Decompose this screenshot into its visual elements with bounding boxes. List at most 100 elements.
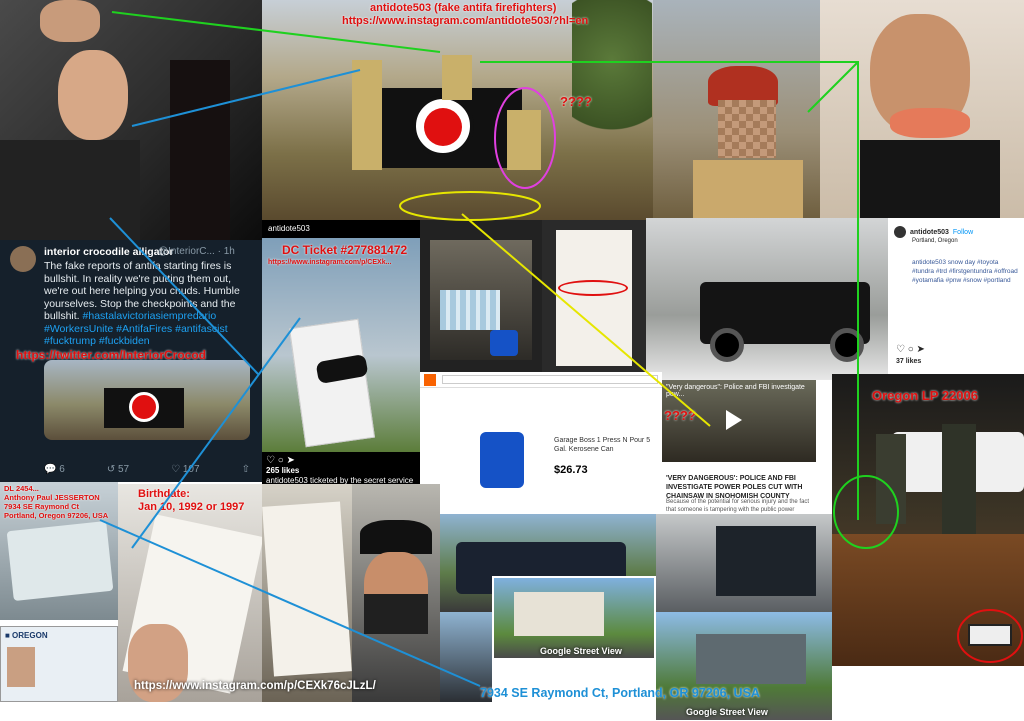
- antidote-url: https://www.instagram.com/antidote503/?h…: [342, 15, 589, 27]
- selfie-photo: [0, 0, 262, 240]
- masked-cap-photo: [352, 484, 440, 702]
- face-1: [40, 0, 100, 42]
- brown-car: [832, 534, 1024, 666]
- ticket-paper: [288, 318, 376, 448]
- oregon-license-scan: ■ OREGON: [0, 626, 118, 702]
- like-count: 107: [182, 464, 200, 475]
- drivers-license-photo: [0, 482, 118, 620]
- officer-1: [876, 434, 906, 524]
- ticket-photo: [262, 238, 420, 452]
- question-caption-2: ????: [664, 408, 696, 423]
- tweet-flag-logo: [129, 392, 159, 422]
- receipt-paper: [556, 230, 632, 366]
- ticket-sheet: [262, 501, 352, 677]
- question-caption-1: ????: [560, 94, 592, 109]
- truck-bed-photo: [420, 220, 542, 372]
- retweet-count: 57: [117, 464, 130, 475]
- ig-post-url-caption: https://www.instagram.com/p/CEXk76cJLzL/: [134, 680, 376, 692]
- avatar[interactable]: [894, 226, 906, 238]
- truck-window: [716, 526, 816, 596]
- news-headline[interactable]: 'VERY DANGEROUS': POLICE AND FBI INVESTI…: [666, 475, 803, 500]
- pixelated-face: [718, 100, 776, 158]
- antidote-title: antidote503 (fake antifa firefighters): [370, 2, 557, 14]
- tweet-author-name[interactable]: interior crocodile alligator: [44, 246, 174, 258]
- ig-profile-post: antidote503 Follow Portland, Oregon anti…: [888, 218, 1024, 374]
- ig-profile-header: antidote503 Follow: [894, 226, 973, 238]
- street-view-house-2: [656, 612, 832, 720]
- firefighter-kneeling: [507, 110, 541, 170]
- store-header: [420, 372, 662, 388]
- ig-profile-likes: 37 likes: [896, 358, 922, 365]
- follow-button[interactable]: Follow: [952, 228, 974, 236]
- tweet-photo[interactable]: [44, 360, 250, 440]
- shirt: [693, 160, 803, 220]
- avatar[interactable]: [10, 246, 36, 272]
- share-icon[interactable]: ⇧: [241, 464, 250, 475]
- product-name: Garage Boss 1 Press N Pour 5 Gal. Kerose…: [554, 437, 651, 453]
- antifa-logo-inner: [424, 108, 462, 146]
- tweet-handle[interactable]: @InteriorC... · 1h: [158, 246, 235, 257]
- snowy-truck-photo: [646, 218, 888, 380]
- like-icon[interactable]: ♡ 107: [171, 464, 200, 475]
- play-icon[interactable]: [726, 410, 742, 430]
- ig-caption: antidote503 ticketed by the secret servi…: [266, 476, 414, 484]
- dl-info-caption: DL 2454... Anthony Paul JESSERTON 7934 S…: [4, 484, 109, 520]
- face-2: [58, 50, 128, 140]
- product-price: $26.73: [554, 464, 588, 476]
- license-plate: [968, 624, 1012, 646]
- truck-closeup-photo: [656, 514, 832, 612]
- ig-location: Portland, Oregon: [912, 238, 958, 244]
- house-2: [696, 634, 806, 684]
- hoodie: [0, 140, 140, 240]
- retweet-icon[interactable]: ↺ 57: [106, 464, 130, 475]
- ig-action-icons[interactable]: ♡ ○ ➤: [266, 455, 295, 466]
- oregon-lp-caption: Oregon LP 22006: [872, 388, 978, 403]
- license-face: [7, 647, 35, 687]
- ig-post-footer: ♡ ○ ➤ 265 likes antidote503 ticketed by …: [266, 455, 416, 485]
- dc-ticket-caption: DC Ticket #277881472: [282, 243, 408, 257]
- bandana: [364, 594, 428, 634]
- birthdate-caption: Birthdate: Jan 10, 1992 or 1997: [138, 488, 245, 513]
- ig-likes: 265 likes: [266, 466, 300, 475]
- blurred-firefighter-photo: [653, 0, 820, 220]
- ig-post-header[interactable]: antidote503: [262, 220, 420, 238]
- receipt-photo: [542, 220, 646, 372]
- ig-profile-actions[interactable]: ♡ ○ ➤: [896, 344, 925, 355]
- birthdate-photo: [118, 484, 262, 702]
- truck-wheel-2: [830, 328, 864, 362]
- license-title: ■ OREGON: [5, 631, 48, 640]
- cap: [360, 520, 432, 554]
- firefighter-mid: [442, 55, 472, 100]
- ig-profile-caption: antidote503 snow day #toyota #tundra #tr…: [912, 259, 1018, 284]
- street-view-caption-1: Google Street View: [540, 646, 622, 656]
- store-product-page: Garage Boss 1 Press N Pour 5 Gal. Kerose…: [420, 372, 662, 514]
- search-input[interactable]: [442, 375, 658, 384]
- officer-2: [942, 424, 976, 534]
- masked-selfie-photo: [820, 0, 1024, 218]
- reply-count: 6: [59, 464, 65, 475]
- kerosene-can-image[interactable]: [480, 432, 524, 488]
- tweet-actions: 💬 6 ↺ 57 ♡ 107 ⇧: [44, 464, 250, 475]
- blue-can: [490, 330, 518, 356]
- receipt-highlight: [558, 280, 628, 296]
- face-mask: [890, 108, 970, 138]
- water-bottles: [440, 290, 500, 330]
- dc-ticket-url: https://www.instagram.com/p/CEXk...: [268, 259, 392, 266]
- street-view-caption-2: Google Street View: [686, 707, 768, 717]
- firefighter-left: [352, 60, 382, 170]
- ticket-hand-photo: [262, 484, 352, 702]
- license-card: [6, 520, 114, 602]
- black-shirt: [860, 140, 1000, 218]
- news-article: "Very dangerous": Police and FBI investi…: [662, 380, 816, 522]
- street-view-house-1: [492, 576, 656, 660]
- firefighters-photo: [262, 0, 653, 220]
- truck-wheel-1: [710, 328, 744, 362]
- reply-icon[interactable]: 💬 6: [44, 464, 65, 475]
- store-logo[interactable]: [424, 373, 436, 386]
- dark-figure: [170, 60, 230, 240]
- ig-username[interactable]: antidote503: [910, 228, 949, 236]
- address-caption: 7934 SE Raymond Ct, Portland, OR 97206, …: [480, 686, 760, 700]
- police-car-photo: [832, 374, 1024, 666]
- video-title: "Very dangerous": Police and FBI investi…: [666, 384, 805, 398]
- tweet-body: The fake reports of antifa starting fire…: [44, 260, 256, 348]
